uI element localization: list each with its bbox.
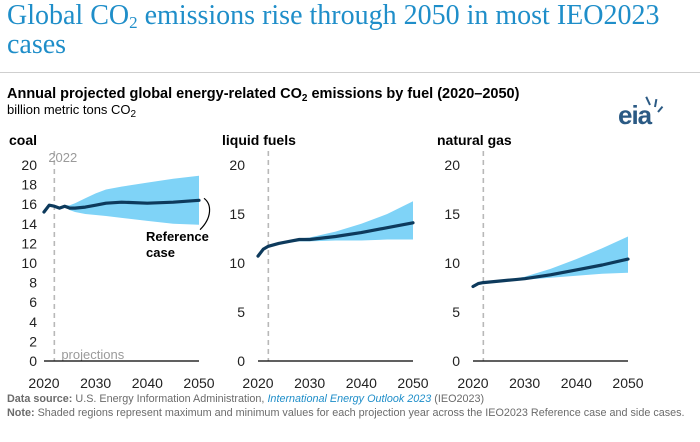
panel-title: natural gas <box>437 132 512 148</box>
y-tick-label: 10 <box>229 255 245 271</box>
x-tick-label: 2050 <box>397 375 428 391</box>
annotation-leader <box>199 197 211 231</box>
panel-title: liquid fuels <box>222 132 296 148</box>
subtitle-text-post: emissions by fuel (2020–2050) <box>307 86 520 102</box>
y-tick-label: 6 <box>29 294 37 310</box>
y-tick-label: 20 <box>21 157 37 173</box>
reference-line <box>471 257 630 289</box>
y-tick-label: 18 <box>21 177 37 193</box>
x-tick-label: 2020 <box>242 375 273 391</box>
range-band <box>44 175 199 225</box>
y-tick-label: 20 <box>229 157 245 173</box>
eia-logo: eia <box>614 96 664 130</box>
chart-units: billion metric tons CO2 <box>7 102 137 120</box>
x-tick-label: 2030 <box>80 375 111 391</box>
note-text: Shaded regions represent maximum and min… <box>34 407 685 419</box>
subtitle-text-pre: Annual projected global energy-related C… <box>7 86 302 102</box>
chart-subtitle: Annual projected global energy-related C… <box>7 86 520 104</box>
y-tick-label: 14 <box>21 216 37 232</box>
headline-text-pre: Global CO <box>7 0 130 31</box>
projections-label: projections <box>61 347 124 362</box>
y-tick-label: 15 <box>229 206 245 222</box>
y-tick-label: 0 <box>237 353 245 369</box>
y-tick-label: 20 <box>444 157 460 173</box>
x-tick-label: 2030 <box>294 375 325 391</box>
units-subscript: 2 <box>130 109 137 120</box>
y-tick-label: 5 <box>452 304 460 320</box>
range-band <box>473 236 628 287</box>
logo-text: eia <box>618 100 652 130</box>
reference-line <box>42 198 201 214</box>
data-source: Data source: U.S. Energy Information Adm… <box>7 393 697 406</box>
y-tick-label: 10 <box>21 255 37 271</box>
y-tick-label: 16 <box>21 196 37 212</box>
x-tick-label: 2030 <box>509 375 540 391</box>
x-tick-label: 2040 <box>346 375 377 391</box>
x-tick-label: 2040 <box>561 375 592 391</box>
y-tick-label: 0 <box>452 353 460 369</box>
x-tick-label: 2020 <box>457 375 488 391</box>
reference-line <box>256 221 415 258</box>
headline-subscript: 2 <box>129 13 138 32</box>
y-tick-label: 12 <box>21 235 37 251</box>
y-tick-label: 0 <box>29 353 37 369</box>
note-label: Note: <box>7 407 35 419</box>
y-tick-label: 5 <box>237 304 245 320</box>
y-tick-label: 8 <box>29 275 37 291</box>
x-tick-label: 2020 <box>28 375 59 391</box>
panel-title: coal <box>9 132 37 148</box>
y-tick-label: 4 <box>29 314 37 330</box>
subtitle-subscript: 2 <box>301 93 308 104</box>
source-label: Data source: <box>7 393 73 405</box>
annotation-text: case <box>146 245 175 260</box>
x-tick-label: 2050 <box>183 375 214 391</box>
y-tick-label: 15 <box>444 206 460 222</box>
y-tick-label: 2 <box>29 333 37 349</box>
x-tick-label: 2040 <box>132 375 163 391</box>
x-tick-label: 2050 <box>612 375 643 391</box>
header-divider <box>0 72 700 73</box>
headline-text-post: emissions rise through 2050 in most IEO2… <box>7 0 660 60</box>
annotation-text: Reference <box>146 229 209 244</box>
y-tick-label: 10 <box>444 255 460 271</box>
source-link[interactable]: International Energy Outlook 2023 <box>267 393 432 405</box>
source-text-post: (IEO2023) <box>431 393 485 405</box>
divider-year-label: 2022 <box>48 150 77 165</box>
footnote: Note: Shaded regions represent maximum a… <box>7 407 697 420</box>
units-text: billion metric tons CO <box>7 102 131 117</box>
page-headline: Global CO2 emissions rise through 2050 i… <box>7 1 697 59</box>
source-text-pre: U.S. Energy Information Administration, <box>72 393 268 405</box>
